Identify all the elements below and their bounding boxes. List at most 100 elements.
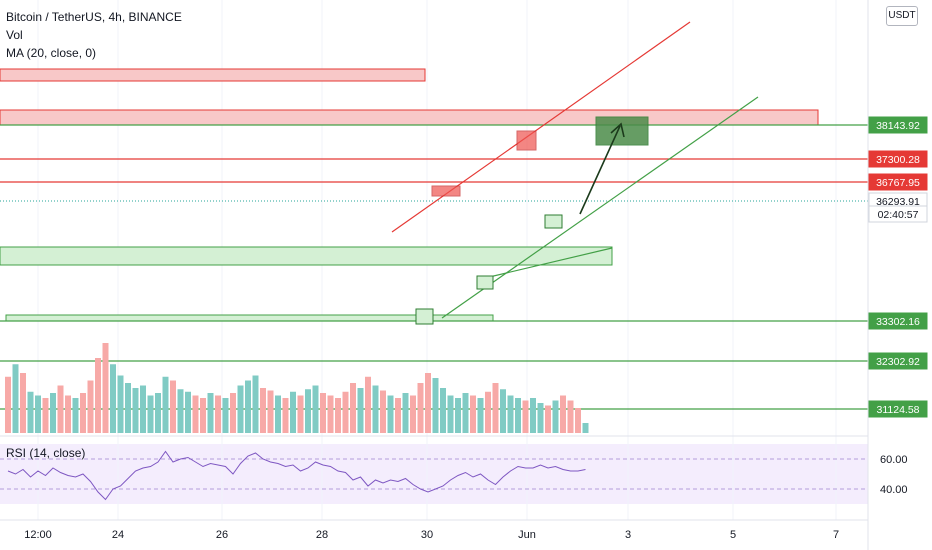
price-label-countdown: 02:40:57 — [878, 209, 919, 221]
volume-bar — [27, 391, 34, 433]
volume-bar — [65, 395, 71, 433]
volume-bar — [222, 398, 229, 433]
channel-upper-line[interactable] — [391, 21, 691, 233]
price-label-box[interactable] — [868, 150, 928, 168]
volume-bar — [380, 390, 386, 433]
volume-bar — [447, 395, 454, 433]
time-axis-tick: 30 — [421, 529, 433, 541]
resistance-zone-upper[interactable] — [0, 68, 426, 82]
volume-bar — [515, 398, 521, 433]
volume-bar — [297, 395, 304, 433]
price-label-resistance: 36767.95 — [876, 177, 920, 189]
volume-bar — [350, 383, 356, 433]
price-label-box[interactable] — [868, 400, 928, 418]
volume-bar — [200, 398, 206, 433]
time-axis-tick: 5 — [730, 529, 736, 541]
volume-bar — [492, 383, 499, 433]
volume-bar — [162, 376, 169, 433]
volume-bar — [432, 378, 439, 433]
volume-bar — [20, 373, 26, 433]
currency-badge[interactable]: USDT — [886, 6, 918, 26]
volume-bar — [147, 395, 154, 433]
resistance-zone-main[interactable] — [0, 109, 819, 126]
volume-bar — [402, 393, 409, 433]
symbol-title[interactable]: Bitcoin / TetherUS, 4h, BINANCE — [6, 10, 182, 24]
volume-bar — [545, 405, 551, 433]
time-axis-tick: 3 — [625, 529, 631, 541]
volume-bar — [260, 388, 266, 433]
volume-bar — [455, 398, 461, 433]
volume-bar — [192, 395, 199, 433]
volume-bar — [207, 393, 214, 433]
time-axis-tick: 7 — [833, 529, 839, 541]
pivot-marker-low[interactable] — [415, 308, 434, 325]
volume-bar — [102, 343, 109, 433]
volume-bar — [567, 400, 574, 433]
channel-lower-line[interactable] — [441, 96, 759, 319]
vol-indicator-label[interactable]: Vol — [6, 28, 23, 42]
volume-bar — [5, 376, 11, 433]
price-label-box[interactable] — [868, 312, 928, 330]
pivot-marker-low[interactable] — [544, 214, 563, 229]
volume-bar — [155, 393, 161, 433]
volume-bar — [335, 398, 341, 433]
volume-bar — [290, 391, 296, 433]
volume-bar — [267, 390, 274, 433]
volume-bar — [57, 385, 64, 433]
price-label-current: 36293.91 — [876, 196, 920, 208]
volume-bar — [462, 393, 469, 433]
volume-bar — [305, 389, 311, 433]
volume-bar — [125, 383, 131, 433]
volume-bar — [372, 385, 379, 433]
rsi-band — [0, 444, 868, 504]
volume-bar — [395, 398, 401, 433]
support-trend-line[interactable] — [484, 247, 613, 279]
volume-bar — [252, 375, 259, 433]
pivot-marker-high[interactable] — [431, 185, 461, 197]
price-label-support: 31124.58 — [876, 404, 919, 416]
volume-bar — [215, 395, 221, 433]
rsi-indicator-label[interactable]: RSI (14, close) — [6, 446, 86, 460]
ma-indicator-label[interactable]: MA (20, close, 0) — [6, 46, 97, 60]
price-label-box[interactable] — [868, 116, 928, 134]
volume-bar — [582, 423, 589, 433]
price-label-support: 33302.16 — [876, 316, 920, 328]
volume-bar — [327, 395, 334, 433]
volume-bar — [72, 398, 79, 433]
volume-bar — [387, 395, 394, 433]
volume-bar — [365, 376, 371, 433]
pivot-marker-high[interactable] — [516, 130, 537, 151]
volume-bar — [560, 395, 566, 433]
rsi-axis-tick: 40.00 — [880, 484, 908, 496]
price-label-box[interactable] — [868, 352, 928, 370]
volume-bar — [185, 391, 191, 433]
volume-bar — [87, 380, 94, 433]
support-zone-main[interactable] — [0, 246, 613, 266]
volume-bar — [132, 388, 139, 433]
pivot-marker-low[interactable] — [476, 275, 494, 290]
volume-bar — [95, 358, 101, 433]
price-label-box[interactable] — [868, 173, 928, 191]
volume-bar — [417, 383, 424, 433]
volume-bar — [282, 398, 289, 433]
volume-bar — [230, 393, 236, 433]
time-axis-tick: 26 — [216, 529, 228, 541]
volume-bar — [177, 389, 184, 433]
volume-bar — [342, 391, 349, 433]
volume-bar — [522, 400, 529, 433]
volume-bar — [35, 395, 41, 433]
time-axis-tick: Jun — [518, 529, 536, 541]
volume-bar — [275, 395, 281, 433]
volume-bar — [552, 400, 559, 433]
rsi-axis-tick: 60.00 — [880, 454, 908, 466]
volume-bar — [50, 393, 56, 433]
rsi-line — [7, 450, 586, 501]
price-label-box[interactable] — [868, 205, 928, 223]
time-axis-tick: 24 — [112, 529, 124, 541]
projection-arrow-line[interactable] — [579, 125, 621, 215]
projection-arrow-head — [610, 122, 625, 138]
volume-bar — [410, 395, 416, 433]
volume-bar — [357, 388, 364, 433]
